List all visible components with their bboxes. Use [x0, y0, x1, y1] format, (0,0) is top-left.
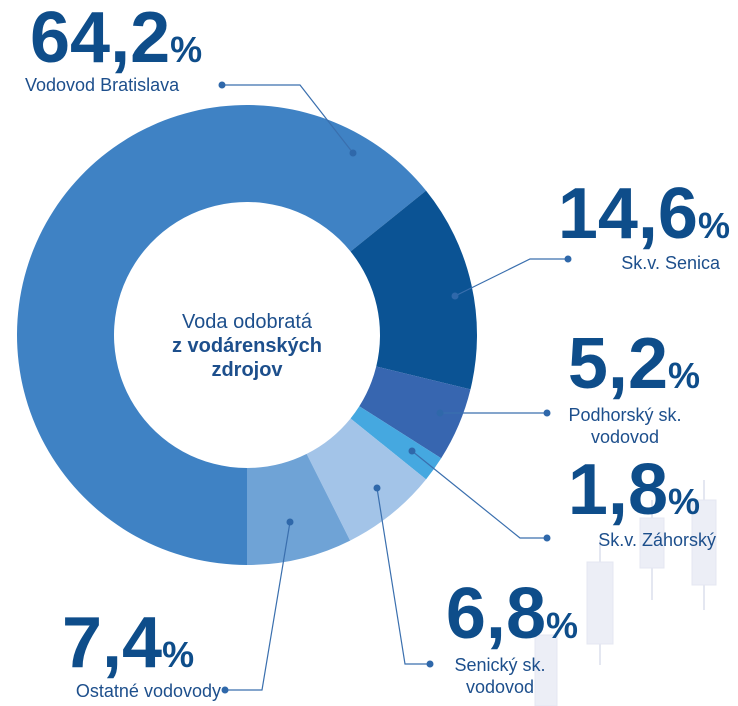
- value-number: 64,2: [30, 0, 170, 78]
- value-unit: %: [170, 29, 202, 70]
- category-label: Vodovod Bratislava: [25, 75, 180, 95]
- value-label: 14,6%: [558, 174, 730, 254]
- background-decoration: [534, 480, 717, 706]
- value-unit: %: [546, 605, 578, 646]
- leader-lines: [222, 84, 568, 691]
- value-label: 7,4%: [62, 603, 194, 683]
- donut-slice: [350, 406, 442, 480]
- value-label: 1,8%: [568, 450, 700, 530]
- category-label: Podhorský sk. vodovod: [568, 405, 682, 447]
- category-label: Sk.v. Senica: [621, 253, 720, 273]
- donut-slice: [306, 418, 427, 541]
- category-label: Ostatné vodovody: [75, 681, 221, 701]
- value-label: 64,2%: [30, 0, 202, 78]
- value-number: 1,8: [568, 450, 668, 530]
- value-number: 6,8: [446, 574, 546, 654]
- value-unit: %: [668, 355, 700, 396]
- category-label: Senický sk. vodovod: [454, 655, 546, 697]
- donut-slice: [247, 453, 351, 565]
- value-label: 5,2%: [568, 324, 700, 404]
- donut: [16, 104, 477, 565]
- donut-slice: [359, 366, 471, 459]
- center-text: zdrojov: [211, 359, 283, 381]
- donut-slice: [350, 190, 477, 390]
- value-unit: %: [668, 481, 700, 522]
- value-unit: %: [162, 634, 194, 675]
- value-number: 14,6: [558, 174, 698, 254]
- value-number: 7,4: [62, 603, 162, 683]
- center-text: z vodárenských: [172, 335, 322, 357]
- value-unit: %: [698, 205, 730, 246]
- donut-slice: [16, 104, 427, 565]
- value-label: 6,8%: [446, 574, 578, 654]
- value-number: 5,2: [568, 324, 668, 404]
- leader-dots: [218, 81, 572, 694]
- center-text: Voda odobratá: [182, 311, 313, 333]
- category-label: Sk.v. Záhorský: [598, 530, 716, 550]
